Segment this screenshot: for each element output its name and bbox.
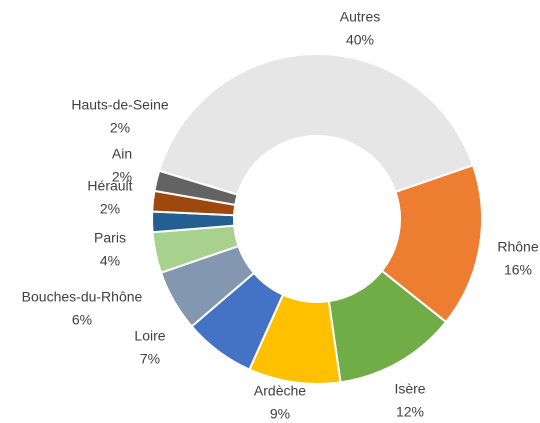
slice-value-label: 12% xyxy=(396,404,424,420)
slice-value-label: 6% xyxy=(72,312,92,328)
slice-value-label: 40% xyxy=(346,32,374,48)
slice-label: Bouches-du-Rhône xyxy=(22,289,143,305)
slice-value-label: 9% xyxy=(270,406,290,422)
slice-label: Hérault xyxy=(87,178,132,194)
slice-label: Ardèche xyxy=(254,383,306,399)
slice-value-label: 4% xyxy=(100,253,120,269)
slice-label: Ain xyxy=(112,146,132,162)
donut-slice xyxy=(153,169,239,207)
slice-value-label: 2% xyxy=(112,169,132,185)
slice-label: Rhône xyxy=(497,239,538,255)
slice-value-label: 2% xyxy=(110,120,130,136)
slice-label: Paris xyxy=(94,230,126,246)
donut-slice xyxy=(157,53,475,196)
slice-label: Loire xyxy=(134,328,165,344)
donut-slice xyxy=(380,164,483,324)
slice-label: Autres xyxy=(340,9,380,25)
slice-value-label: 16% xyxy=(504,262,532,278)
slice-value-label: 7% xyxy=(140,351,160,367)
slice-label: Hauts-de-Seine xyxy=(71,97,168,113)
slice-label: Isère xyxy=(394,381,425,397)
slice-value-label: 2% xyxy=(100,201,120,217)
